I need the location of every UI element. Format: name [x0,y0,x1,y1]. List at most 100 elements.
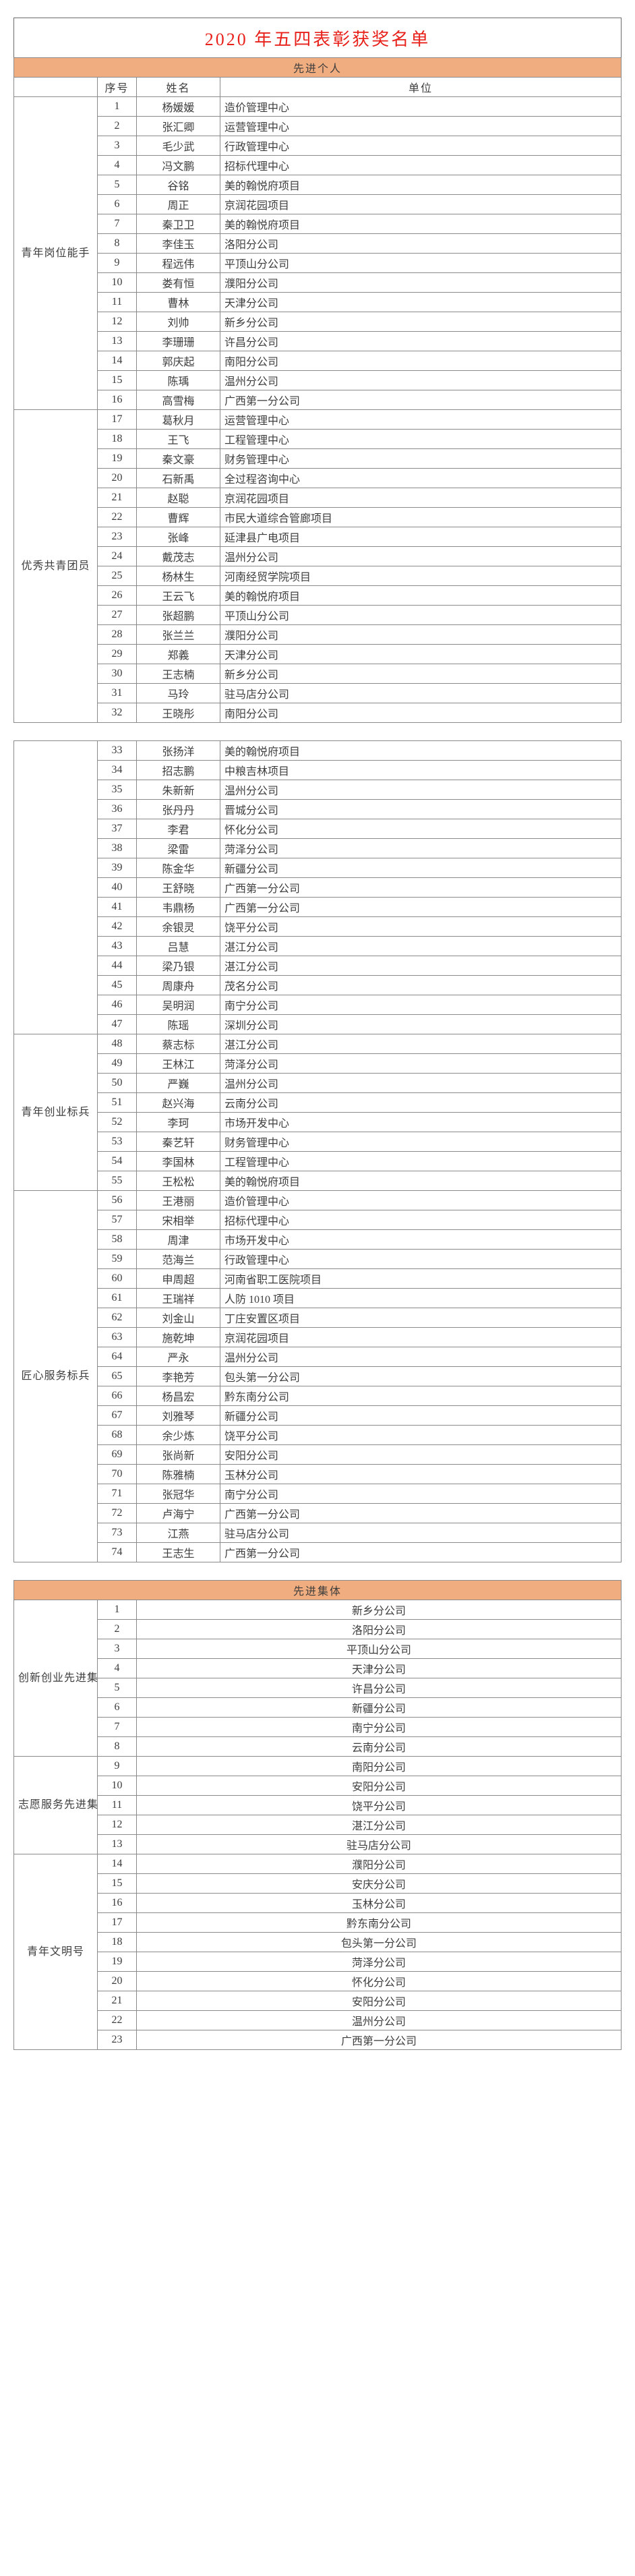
column-header-no: 序号 [97,77,137,97]
cell-unit: 安庆分公司 [136,1873,622,1894]
cell-no: 10 [97,1776,137,1796]
table-row: 18 包头第一分公司 [14,1932,622,1952]
cell-unit: 京润花园项目 [220,194,622,214]
cell-name: 娄有恒 [136,272,220,293]
cell-unit: 新乡分公司 [220,312,622,332]
cell-no: 68 [97,1425,137,1445]
cell-name: 王松松 [136,1171,220,1191]
cell-unit: 美的翰悦府项目 [220,214,622,234]
cell-no: 61 [97,1288,137,1308]
cell-no: 56 [97,1190,137,1210]
cell-no: 70 [97,1464,137,1484]
cell-no: 4 [97,1658,137,1678]
cell-no: 29 [97,644,137,664]
table-row: 66 杨昌宏 黔东南分公司 [14,1386,622,1406]
cell-no: 45 [97,975,137,995]
column-header-name: 姓名 [136,77,220,97]
cell-unit: 京润花园项目 [220,488,622,508]
cell-name: 秦文豪 [136,448,220,469]
cell-no: 46 [97,995,137,1015]
cell-unit: 安阳分公司 [136,1991,622,2011]
table-row: 13 李珊珊 许昌分公司 [14,331,622,351]
cell-no: 23 [97,527,137,547]
cell-unit: 京润花园项目 [220,1327,622,1347]
table-row: 67 刘雅琴 新疆分公司 [14,1405,622,1426]
cell-name: 余少炼 [136,1425,220,1445]
cell-unit: 濮阳分公司 [220,624,622,645]
table-row: 28 张兰兰 濮阳分公司 [14,624,622,645]
cell-unit: 菏泽分公司 [220,838,622,858]
table-row: 33 张扬洋 美的翰悦府项目 [13,740,622,1034]
cell-unit: 驻马店分公司 [136,1834,622,1854]
cell-no: 58 [97,1229,137,1250]
table-row: 47 陈瑶 深圳分公司 [14,1014,622,1034]
cell-no: 47 [97,1014,137,1034]
category-label: 志愿服务先进集体 [13,1756,98,1854]
table-row: 23 张峰 延津县广电项目 [14,527,622,547]
cell-unit: 温州分公司 [220,1073,622,1093]
cell-name: 余银灵 [136,916,220,937]
cell-unit: 美的翰悦府项目 [220,740,622,761]
cell-no: 7 [97,214,137,234]
cell-unit: 天津分公司 [220,292,622,312]
table-row: 7 南宁分公司 [14,1717,622,1737]
cell-unit: 湛江分公司 [220,1034,622,1054]
table-row: 9 程远伟 平顶山分公司 [14,253,622,273]
cell-name: 王云飞 [136,585,220,606]
cell-no: 55 [97,1171,137,1191]
table-row: 71 张冠华 南宁分公司 [14,1484,622,1504]
cell-no: 27 [97,605,137,625]
table-row: 22 温州分公司 [14,2010,622,2030]
table-row: 41 韦鼎杨 广西第一分公司 [14,897,622,917]
cell-no: 9 [97,253,137,273]
cell-no: 19 [97,1952,137,1972]
cell-name: 陈金华 [136,858,220,878]
table-row: 11 饶平分公司 [14,1795,622,1815]
cell-no: 73 [97,1523,137,1543]
table-row: 志愿服务先进集体9南阳分公司 [13,1756,622,1854]
cell-no: 38 [97,838,137,858]
cell-no: 36 [97,799,137,819]
table-row: 18 王飞 工程管理中心 [14,429,622,449]
cell-name: 王志生 [136,1542,220,1562]
table-row: 37 李君 怀化分公司 [14,819,622,839]
cell-no: 7 [97,1717,137,1737]
cell-name: 蔡志标 [136,1034,220,1054]
table-row: 40 王舒晓 广西第一分公司 [14,877,622,898]
table-row: 17 黔东南分公司 [14,1912,622,1933]
cell-unit: 河南省职工医院项目 [220,1268,622,1289]
table-row: 34 招志鹏 中粮吉林项目 [14,760,622,780]
cell-no: 4 [97,155,137,175]
table-row: 2 张汇卿 运营管理中心 [14,116,622,136]
cell-unit: 温州分公司 [220,780,622,800]
table-row: 12 刘帅 新乡分公司 [14,312,622,332]
category-label: 青年创业标兵 [13,1034,98,1191]
cell-no: 50 [97,1073,137,1093]
cell-unit: 市民大道综合管廊项目 [220,507,622,527]
section-band-label: 先进个人 [13,57,622,78]
table-row: 30 王志楠 新乡分公司 [14,664,622,684]
cell-no: 64 [97,1347,137,1367]
cell-no: 60 [97,1268,137,1289]
cell-no: 52 [97,1112,137,1132]
cell-unit: 温州分公司 [220,370,622,390]
category-label-empty [13,740,98,1034]
cell-unit: 湛江分公司 [220,956,622,976]
cell-unit: 广西第一分公司 [220,897,622,917]
cell-name: 陈雅楠 [136,1464,220,1484]
cell-unit: 濮阳分公司 [136,1854,622,1874]
cell-unit: 广西第一分公司 [220,1542,622,1562]
cell-no: 5 [97,1678,137,1698]
cell-unit: 饶平分公司 [136,1795,622,1815]
cell-name: 高雪梅 [136,390,220,410]
cell-unit: 怀化分公司 [220,819,622,839]
cell-unit: 天津分公司 [136,1658,622,1678]
cell-name: 毛少武 [136,136,220,156]
cell-unit: 黔东南分公司 [220,1386,622,1406]
table-row: 4 冯文鹏 招标代理中心 [14,155,622,175]
cell-unit: 市场开发中心 [220,1229,622,1250]
cell-name: 刘帅 [136,312,220,332]
cell-unit: 南宁分公司 [220,995,622,1015]
table-row: 57 宋相举 招标代理中心 [14,1210,622,1230]
cell-no: 13 [97,1834,137,1854]
